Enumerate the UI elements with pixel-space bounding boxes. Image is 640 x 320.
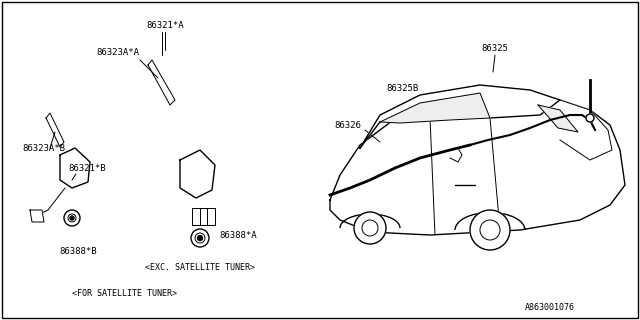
Polygon shape <box>30 210 44 222</box>
Polygon shape <box>380 93 490 123</box>
Text: 86321*B: 86321*B <box>68 164 106 172</box>
Polygon shape <box>180 150 215 198</box>
Circle shape <box>64 210 80 226</box>
Polygon shape <box>46 113 64 147</box>
Circle shape <box>198 236 202 241</box>
Text: 86325: 86325 <box>481 44 508 52</box>
Circle shape <box>586 114 594 122</box>
Polygon shape <box>192 208 215 225</box>
Circle shape <box>70 216 74 220</box>
Circle shape <box>191 229 209 247</box>
Polygon shape <box>360 85 560 148</box>
Text: <EXC. SATELLITE TUNER>: <EXC. SATELLITE TUNER> <box>145 263 255 273</box>
Text: 86388*A: 86388*A <box>219 230 257 239</box>
Text: 86321*A: 86321*A <box>146 20 184 29</box>
Text: 86323A*A: 86323A*A <box>97 47 140 57</box>
Text: 86326: 86326 <box>335 121 362 130</box>
Polygon shape <box>330 95 625 235</box>
Text: 86323A*B: 86323A*B <box>22 143 65 153</box>
Text: <FOR SATELLITE TUNER>: <FOR SATELLITE TUNER> <box>72 289 177 298</box>
Text: 86325B: 86325B <box>386 84 418 92</box>
Text: 86388*B: 86388*B <box>59 247 97 257</box>
Polygon shape <box>148 60 175 105</box>
Circle shape <box>470 210 510 250</box>
Polygon shape <box>538 105 578 132</box>
Polygon shape <box>560 100 612 160</box>
Circle shape <box>354 212 386 244</box>
Polygon shape <box>60 148 90 188</box>
Text: A863001076: A863001076 <box>525 303 575 313</box>
